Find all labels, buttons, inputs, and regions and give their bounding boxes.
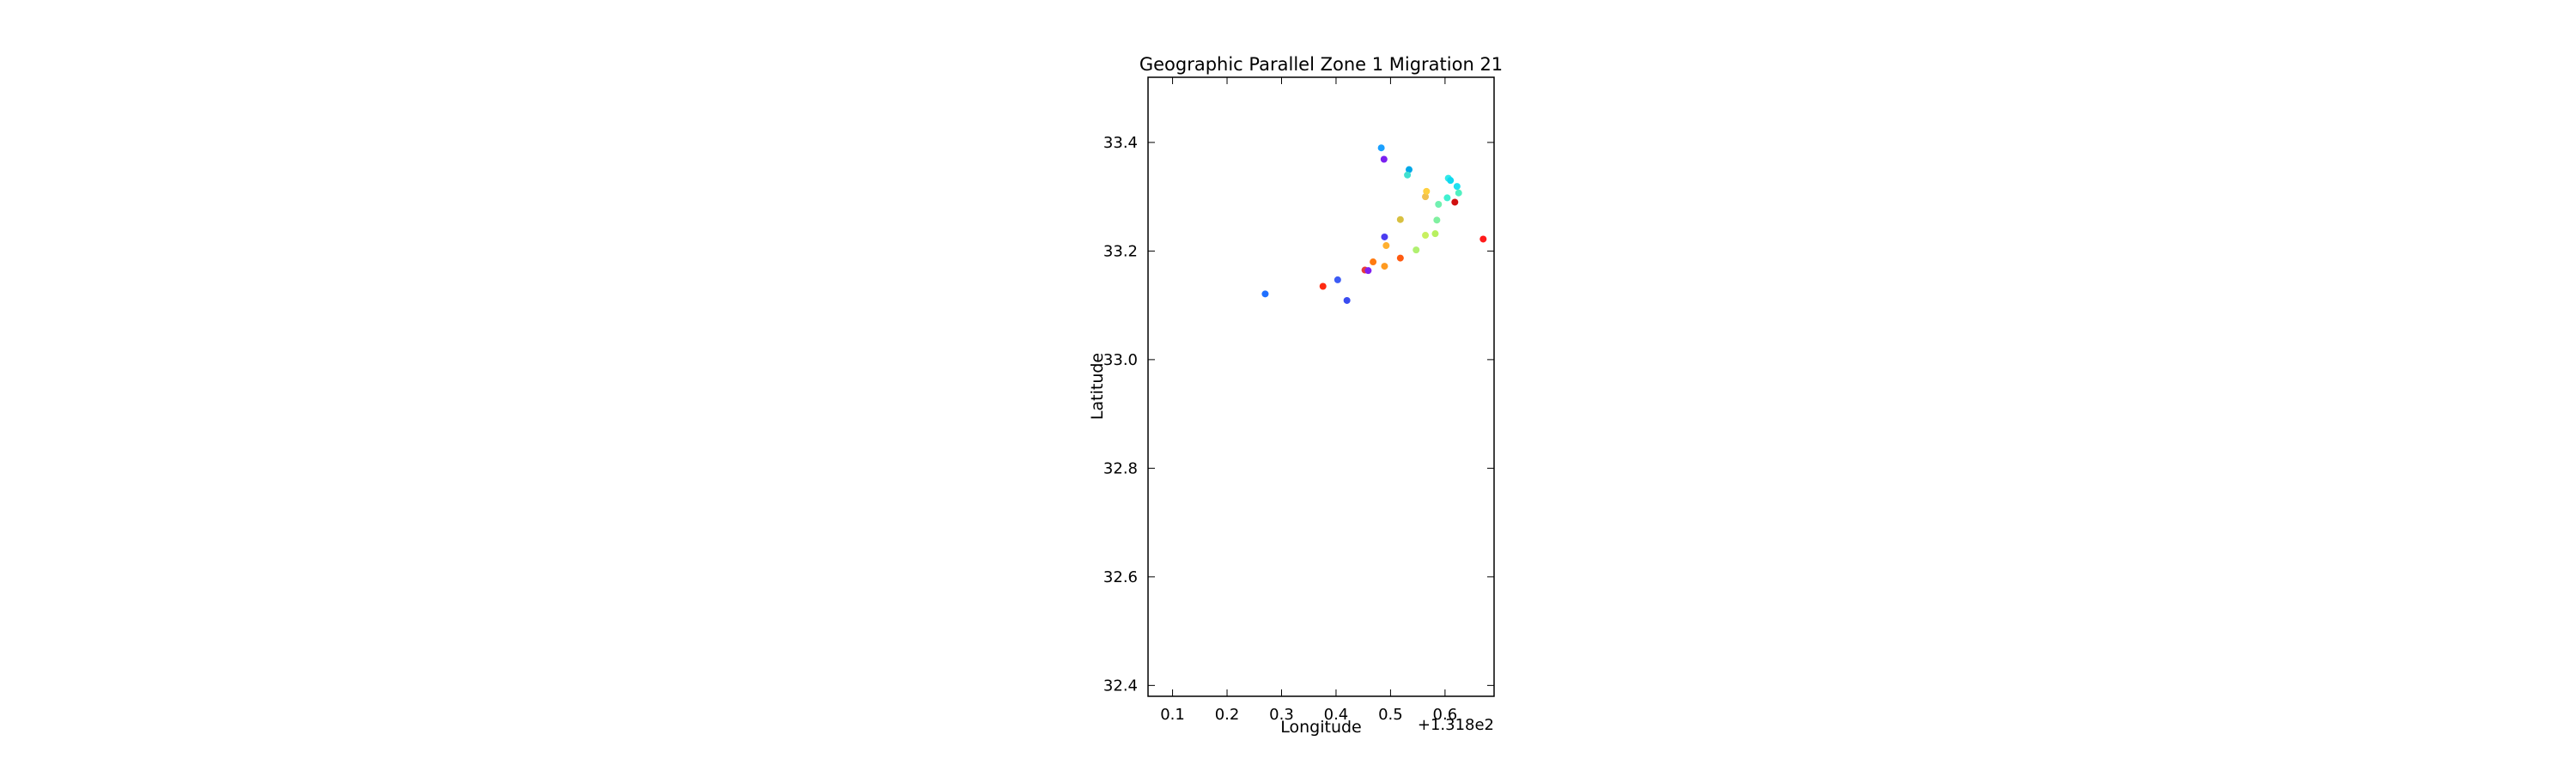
data-point	[1334, 276, 1341, 283]
data-point	[1451, 198, 1459, 206]
y-tick-label: 33.0	[1103, 351, 1138, 369]
ticks-layer: 0.1 0.2 0.3 0.4 0.5 0.6 32.4 32.6 32.8 33.0 33.2 33…	[1103, 77, 1494, 724]
x-tick-label: 0.5	[1378, 706, 1403, 724]
data-point	[1479, 235, 1487, 243]
data-point	[1370, 258, 1377, 266]
data-point	[1433, 216, 1441, 224]
y-tick-label: 33.2	[1103, 242, 1138, 260]
y-tick-label: 32.8	[1103, 459, 1138, 477]
x-axis-offset-label: +1.318e2	[1418, 716, 1494, 734]
y-tick-label: 32.6	[1103, 568, 1138, 586]
data-point	[1396, 215, 1404, 223]
data-point	[1405, 166, 1413, 173]
data-point	[1404, 171, 1412, 179]
data-point	[1422, 232, 1430, 240]
data-point	[1381, 263, 1388, 270]
data-point	[1364, 267, 1372, 275]
data-point	[1319, 282, 1327, 290]
data-point	[1431, 230, 1439, 238]
data-point	[1423, 187, 1431, 195]
chart-title: Geographic Parallel Zone 1 Migration 21	[1139, 54, 1503, 75]
data-point	[1455, 189, 1462, 197]
data-point	[1396, 254, 1404, 262]
data-point	[1447, 177, 1455, 185]
data-point	[1413, 246, 1420, 254]
y-tick-label: 32.4	[1103, 677, 1138, 695]
data-point	[1443, 194, 1451, 202]
x-tick-label: 0.4	[1324, 706, 1349, 724]
y-tick-label: 33.4	[1103, 134, 1138, 152]
data-point	[1435, 200, 1443, 208]
data-point	[1381, 233, 1388, 240]
x-tick-label: 0.1	[1160, 706, 1185, 724]
data-point	[1380, 155, 1388, 163]
points-layer	[1261, 144, 1487, 304]
plot-frame	[1147, 76, 1495, 697]
data-point	[1422, 193, 1430, 201]
x-tick-label: 0.2	[1215, 706, 1240, 724]
data-point	[1382, 242, 1390, 250]
data-point	[1453, 183, 1461, 191]
x-tick-label: 0.6	[1433, 706, 1458, 724]
x-axis-label: Longitude	[1280, 718, 1362, 737]
data-point	[1261, 290, 1269, 298]
x-tick-label: 0.3	[1269, 706, 1294, 724]
data-point	[1377, 144, 1385, 152]
y-axis-label: Latitude	[1088, 353, 1107, 420]
data-point	[1343, 296, 1351, 304]
